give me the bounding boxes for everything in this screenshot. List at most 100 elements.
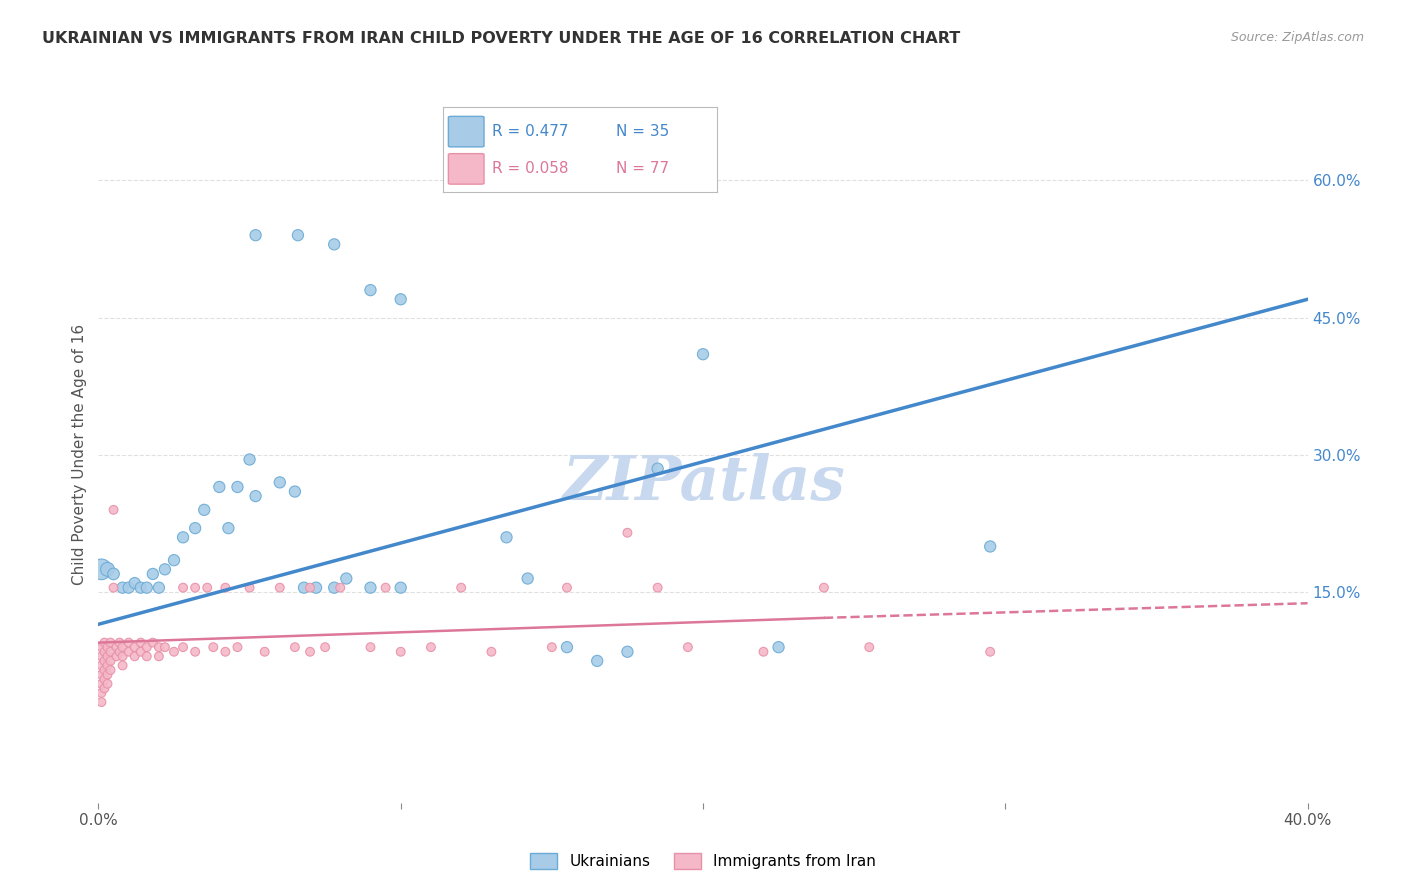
Point: [129, 581, 152, 595]
Point: [103, 503, 125, 517]
Point: [129, 635, 152, 649]
Point: [214, 645, 236, 659]
Point: [360, 283, 382, 297]
Point: [245, 228, 267, 243]
Point: [616, 525, 638, 540]
Point: [284, 640, 307, 655]
Point: [111, 581, 134, 595]
Point: [226, 640, 249, 655]
Point: [253, 645, 276, 659]
Point: [284, 484, 307, 499]
Point: [226, 480, 249, 494]
Point: [481, 645, 503, 659]
Point: [93, 635, 115, 649]
Point: [142, 566, 165, 581]
Point: [96, 640, 118, 655]
Point: [305, 581, 328, 595]
Point: [647, 581, 669, 595]
Point: [90, 640, 112, 655]
Point: [323, 237, 346, 252]
Point: [193, 503, 215, 517]
Point: [172, 581, 194, 595]
Point: [676, 640, 699, 655]
Legend: Ukrainians, Immigrants from Iran: Ukrainians, Immigrants from Iran: [524, 847, 882, 875]
Point: [90, 562, 112, 576]
Text: R = 0.477: R = 0.477: [492, 124, 569, 139]
Point: [752, 645, 775, 659]
Text: N = 77: N = 77: [616, 161, 669, 177]
Point: [153, 562, 176, 576]
Point: [202, 640, 225, 655]
Point: [208, 480, 231, 494]
Y-axis label: Child Poverty Under the Age of 16: Child Poverty Under the Age of 16: [72, 325, 87, 585]
Point: [90, 667, 112, 681]
Point: [389, 293, 412, 307]
Point: [105, 640, 128, 655]
Point: [93, 672, 115, 686]
Point: [516, 572, 538, 586]
Point: [269, 581, 291, 595]
Point: [184, 581, 207, 595]
Point: [105, 649, 128, 664]
Point: [103, 581, 125, 595]
Point: [108, 635, 131, 649]
Point: [768, 640, 790, 655]
Point: [118, 581, 141, 595]
Point: [172, 640, 194, 655]
Point: [100, 654, 122, 668]
Point: [555, 581, 578, 595]
Point: [93, 645, 115, 659]
Point: [96, 677, 118, 691]
Point: [239, 581, 262, 595]
Point: [586, 654, 609, 668]
Point: [299, 581, 322, 595]
Point: [335, 572, 357, 586]
Point: [108, 645, 131, 659]
Point: [450, 581, 472, 595]
Point: [118, 645, 141, 659]
Point: [135, 649, 157, 664]
Point: [374, 581, 396, 595]
Point: [389, 645, 412, 659]
Point: [323, 581, 346, 595]
Point: [93, 663, 115, 677]
Point: [292, 581, 315, 595]
Point: [96, 658, 118, 673]
Point: [389, 581, 412, 595]
Point: [858, 640, 880, 655]
Point: [135, 640, 157, 655]
Point: [100, 663, 122, 677]
Point: [90, 649, 112, 664]
Point: [163, 645, 186, 659]
Point: [647, 461, 669, 475]
Point: [100, 635, 122, 649]
Point: [111, 640, 134, 655]
Point: [979, 540, 1001, 554]
Point: [163, 553, 186, 567]
Point: [124, 576, 146, 591]
Text: UKRAINIAN VS IMMIGRANTS FROM IRAN CHILD POVERTY UNDER THE AGE OF 16 CORRELATION : UKRAINIAN VS IMMIGRANTS FROM IRAN CHILD …: [42, 31, 960, 46]
Point: [184, 645, 207, 659]
Point: [124, 640, 146, 655]
Point: [269, 475, 291, 490]
Point: [148, 640, 170, 655]
Point: [287, 228, 309, 243]
Point: [129, 645, 152, 659]
Point: [813, 581, 835, 595]
Point: [118, 635, 141, 649]
Point: [90, 658, 112, 673]
Point: [195, 581, 218, 595]
Point: [142, 635, 165, 649]
Point: [299, 645, 322, 659]
Point: [217, 521, 239, 535]
Point: [93, 681, 115, 696]
Point: [103, 566, 125, 581]
Point: [979, 645, 1001, 659]
FancyBboxPatch shape: [449, 153, 484, 184]
Text: Source: ZipAtlas.com: Source: ZipAtlas.com: [1230, 31, 1364, 45]
Point: [245, 489, 267, 503]
Point: [96, 667, 118, 681]
Point: [148, 581, 170, 595]
Point: [135, 581, 157, 595]
Point: [111, 649, 134, 664]
